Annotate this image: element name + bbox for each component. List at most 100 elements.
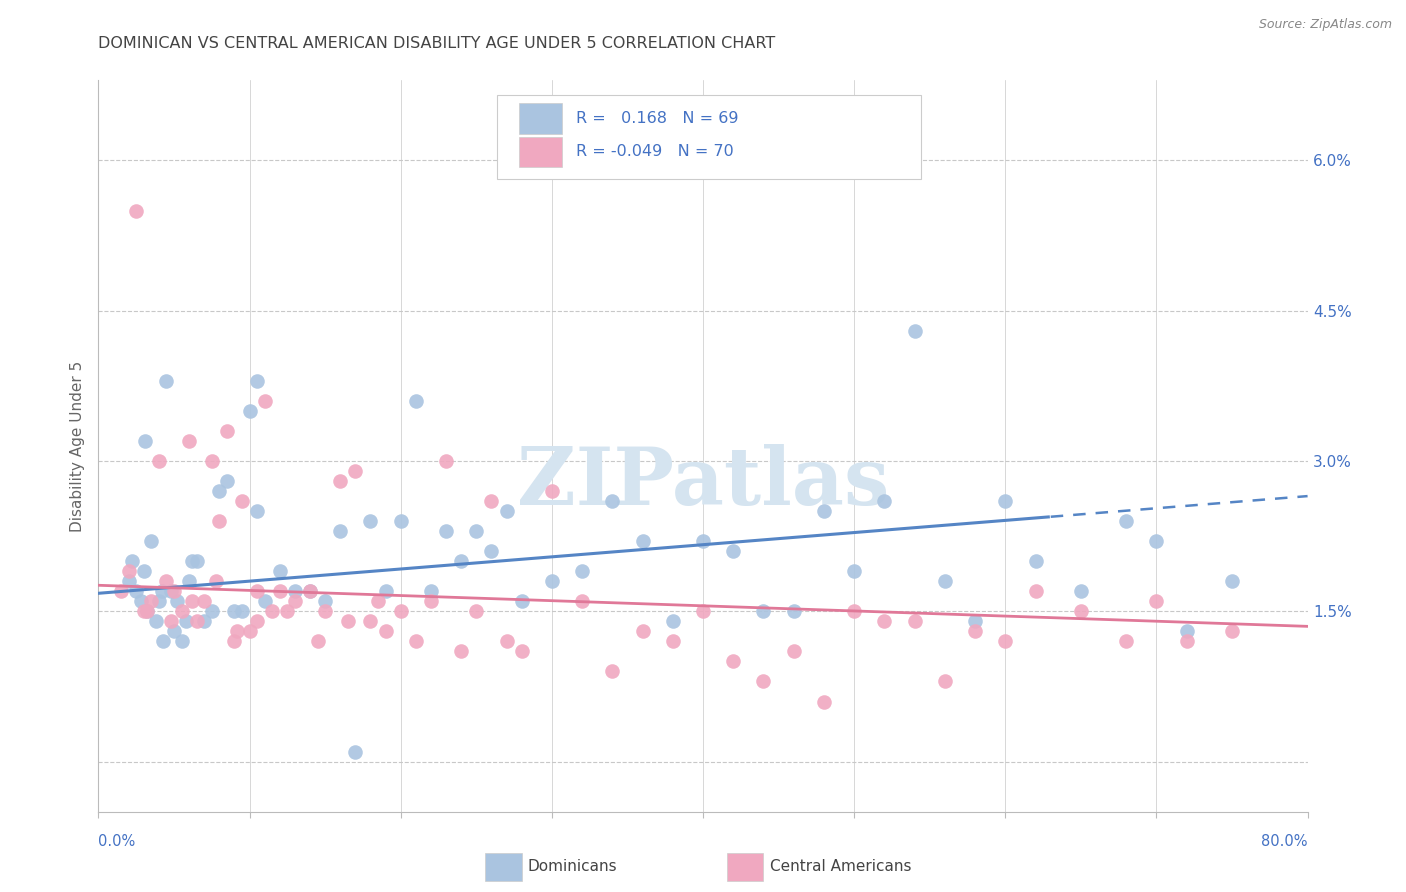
Point [405,634,427,648]
Point [215,474,238,488]
Point [1070,604,1092,618]
Point [205,574,228,589]
Text: Central Americans: Central Americans [769,859,911,874]
Point [201,604,224,618]
Text: R = -0.049   N = 70: R = -0.049 N = 70 [576,145,734,160]
Point [510,594,533,608]
Point [186,554,208,568]
Point [434,454,457,468]
Point [299,584,322,599]
Point [360,514,382,528]
Point [662,634,685,648]
Point [224,604,246,618]
Point [201,454,224,468]
Point [208,514,231,528]
Point [132,604,155,618]
Point [450,644,472,658]
Point [420,584,443,599]
Point [783,604,806,618]
Point [1070,584,1092,599]
Bar [519,136,561,168]
Point [723,544,745,558]
Point [181,594,204,608]
Point [141,534,163,549]
Point [125,203,148,218]
Point [215,424,238,438]
Point [145,615,167,629]
Point [813,504,835,518]
Text: Dominicans: Dominicans [527,859,617,874]
Point [965,624,987,639]
Point [329,474,352,488]
Point [965,615,987,629]
Point [329,524,352,538]
Point [179,574,201,589]
Y-axis label: Disability Age Under 5: Disability Age Under 5 [70,360,86,532]
Point [1175,624,1198,639]
Point [420,594,443,608]
Point [170,634,193,648]
Point [994,494,1017,508]
Point [1024,554,1046,568]
Point [934,674,956,689]
Point [262,604,284,618]
Text: ZIPatlas: ZIPatlas [517,443,889,522]
Point [813,694,835,708]
Point [844,564,866,578]
Point [163,624,186,639]
Point [148,594,170,608]
Text: Source: ZipAtlas.com: Source: ZipAtlas.com [1258,18,1392,31]
Point [135,604,157,618]
Point [465,524,488,538]
Text: 80.0%: 80.0% [1261,834,1308,849]
Point [336,615,359,629]
Point [118,564,141,578]
Bar [519,103,561,134]
Point [155,374,177,388]
Point [434,524,457,538]
Point [631,534,654,549]
Point [783,644,806,658]
Point [152,634,174,648]
Point [226,624,249,639]
Point [1115,514,1137,528]
Point [752,674,775,689]
Point [121,554,143,568]
Point [269,584,291,599]
Point [510,644,533,658]
Point [692,604,714,618]
FancyBboxPatch shape [498,95,921,179]
Point [495,634,517,648]
Point [904,324,927,338]
Point [934,574,956,589]
Point [193,615,215,629]
Point [723,655,745,669]
Point [118,574,141,589]
Point [389,514,412,528]
Point [174,615,197,629]
Point [374,624,396,639]
Point [360,615,382,629]
Point [231,604,253,618]
Point [141,594,163,608]
Point [239,624,262,639]
Point [1220,574,1243,589]
Bar [727,854,763,881]
Point [110,584,132,599]
Point [314,604,336,618]
Point [135,604,157,618]
Point [1146,594,1168,608]
Point [129,594,152,608]
Point [1115,634,1137,648]
Point [752,604,775,618]
Point [873,494,896,508]
Point [904,615,927,629]
Point [541,574,564,589]
Point [253,393,276,408]
Point [224,634,246,648]
Point [160,615,183,629]
Point [631,624,654,639]
Point [246,615,269,629]
Point [150,584,173,599]
Point [389,604,412,618]
